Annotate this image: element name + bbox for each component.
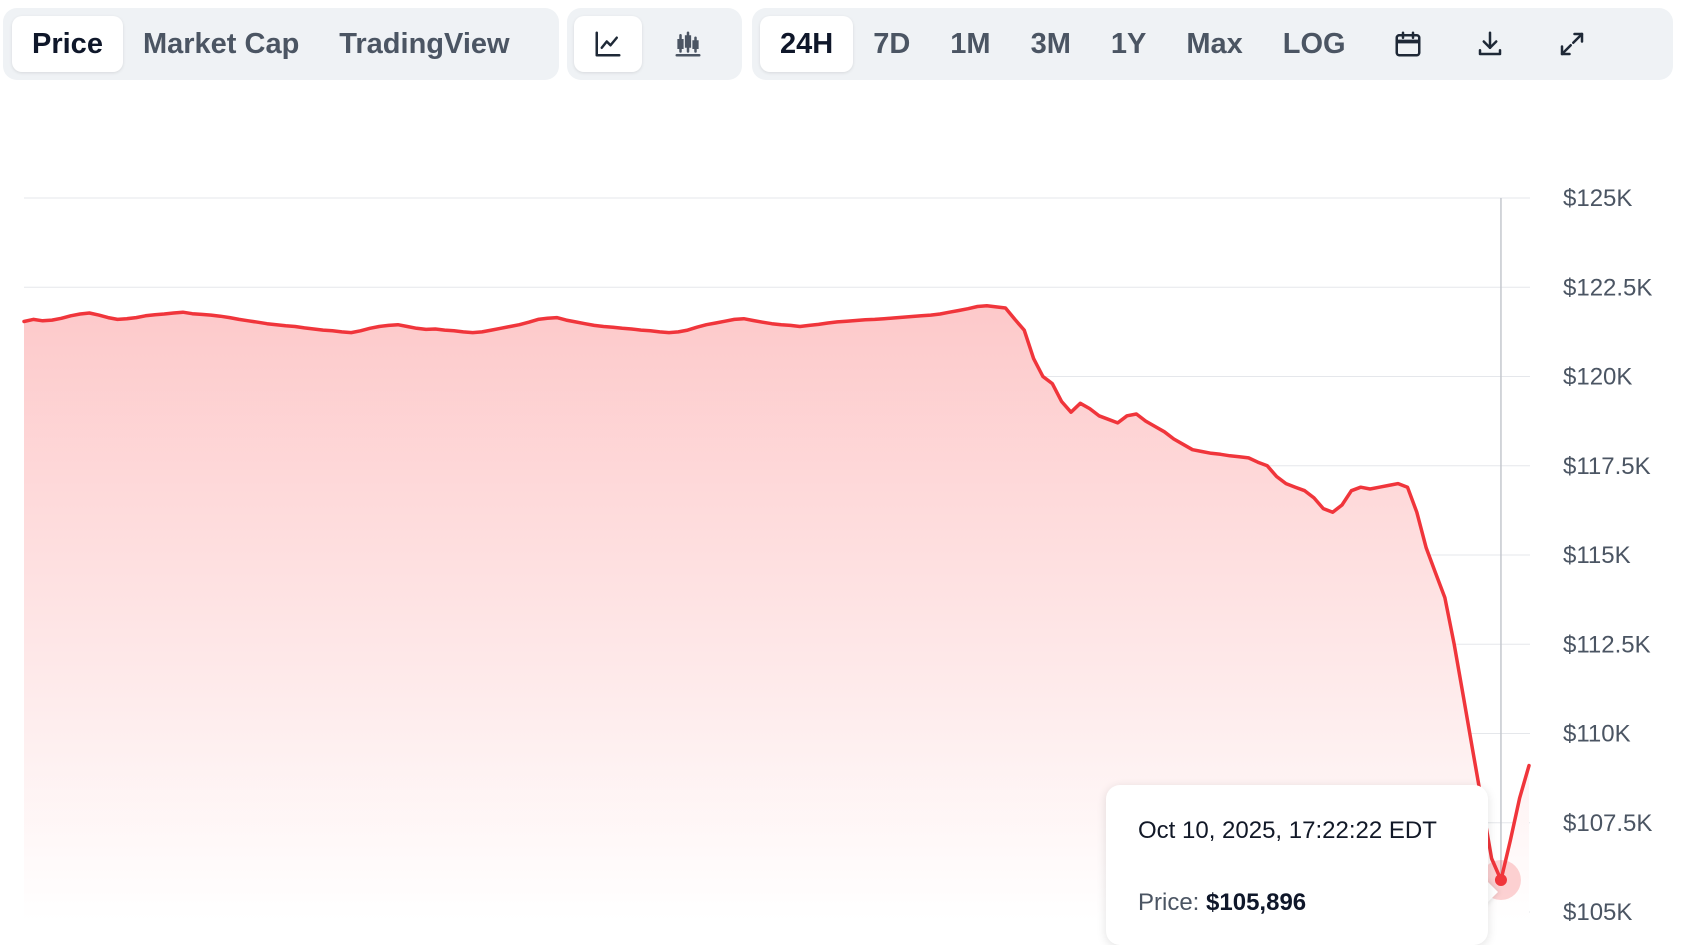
calendar-button[interactable]	[1378, 16, 1438, 72]
fullscreen-icon	[1560, 32, 1583, 56]
price-area-fill	[24, 305, 1529, 921]
y-tick-label: $112.5K	[1563, 631, 1651, 658]
tab-price[interactable]: Price	[12, 16, 123, 72]
line-chart-button[interactable]	[574, 16, 642, 72]
range-7d[interactable]: 7D	[873, 27, 911, 60]
line-chart-icon	[595, 31, 621, 57]
range-24h[interactable]: 24H	[760, 16, 854, 72]
tooltip-price-value: $105,896	[1206, 889, 1307, 916]
tab-market-cap[interactable]: Market Cap	[142, 27, 300, 60]
tooltip-price-row: Price: $105,896	[1138, 889, 1456, 917]
tooltip-timestamp: Oct 10, 2025, 17:22:22 EDT	[1138, 817, 1437, 844]
y-tick-label: $110K	[1563, 721, 1631, 748]
y-tick-label: $117.5K	[1563, 453, 1651, 480]
range-1y[interactable]: 1Y	[1110, 27, 1147, 60]
range-max[interactable]: Max	[1186, 27, 1243, 60]
y-tick-label: $107.5K	[1563, 810, 1652, 837]
range-1m[interactable]: 1M	[950, 27, 991, 60]
download-button[interactable]	[1460, 16, 1520, 72]
time-range-group: 24H 7D 1M 3M 1Y Max LOG	[752, 8, 1673, 80]
y-tick-label: $105K	[1563, 899, 1632, 921]
price-chart-svg: $105K $107.5K $110K $112.5K $115K $117.5K $120…	[22, 185, 1652, 921]
y-tick-label: $125K	[1563, 185, 1632, 212]
y-axis-ticks: $105K $107.5K $110K $112.5K $115K $117.5K $120…	[1563, 185, 1652, 921]
price-line	[22, 304, 1531, 882]
data-type-tab-group: Price Market Cap TradingView	[3, 8, 559, 80]
chart-type-toggle-group	[567, 8, 742, 80]
price-tooltip: Oct 10, 2025, 17:22:22 EDT Price: $105,8…	[1106, 785, 1488, 945]
price-chart[interactable]: $105K $107.5K $110K $112.5K $115K $117.5K $120…	[0, 90, 1698, 921]
download-icon	[1478, 31, 1501, 56]
y-tick-label: $115K	[1563, 542, 1631, 569]
range-3m[interactable]: 3M	[1030, 27, 1071, 60]
candlestick-chart-icon	[675, 31, 701, 57]
y-tick-label: $120K	[1563, 364, 1632, 391]
log-scale-toggle[interactable]: LOG	[1282, 27, 1346, 60]
tab-tradingview[interactable]: TradingView	[339, 27, 510, 60]
y-tick-label: $122.5K	[1563, 274, 1652, 301]
calendar-icon	[1395, 31, 1421, 57]
fullscreen-button[interactable]	[1542, 16, 1602, 72]
tooltip-price-label: Price:	[1138, 889, 1200, 916]
candlestick-chart-button[interactable]	[654, 16, 722, 72]
